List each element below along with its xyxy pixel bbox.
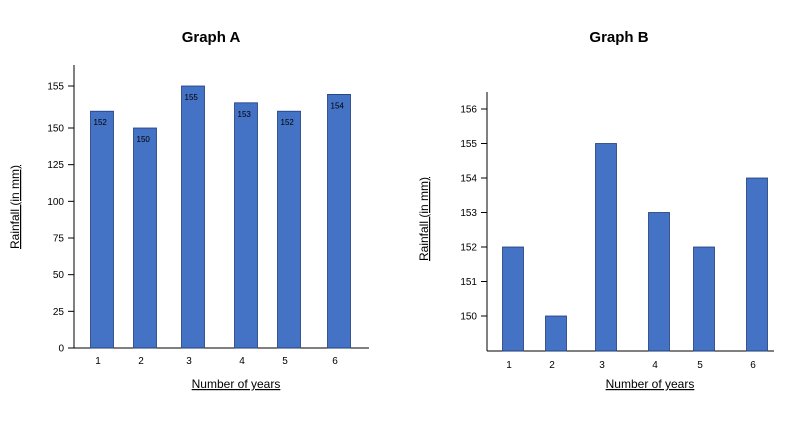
- graph-a-data-label: 155: [185, 93, 199, 102]
- graph-a-x-ticks: 1 2 3 4 5 6: [95, 356, 338, 367]
- graph-a-bars: 152 150 155 153 152 154: [90, 85, 351, 349]
- graph-a-bar: [234, 102, 258, 349]
- graph-a-data-label: 152: [94, 118, 108, 127]
- graph-a-y-tick-label: 125: [47, 160, 64, 171]
- graph-a-bar: [181, 85, 205, 349]
- graph-b-bar: [693, 246, 715, 352]
- graph-a-data-label: 152: [281, 118, 295, 127]
- graph-b-x-tick-label: 2: [549, 360, 555, 371]
- graph-b-bar: [545, 315, 567, 352]
- graph-b-x-tick-label: 6: [750, 360, 756, 371]
- graph-b-x-tick-label: 4: [652, 360, 658, 371]
- graph-b-y-tick-label: 150: [460, 312, 477, 323]
- graph-a-y-ticks: 0 25 50 75 100 125 150 155: [47, 82, 74, 355]
- graph-a-data-label: 153: [238, 110, 252, 119]
- graph-b-y-label: Rainfall (in mm): [417, 177, 431, 261]
- graph-b-y-tick-label: 151: [460, 277, 477, 288]
- graph-a-x-label: Number of years: [192, 377, 281, 391]
- graph-b-x-tick-label: 1: [506, 360, 512, 371]
- graph-a-x-tick-label: 1: [95, 356, 101, 367]
- graph-b-y-tick-label: 152: [460, 243, 477, 254]
- graph-b-x-label: Number of years: [606, 377, 695, 391]
- graph-a-x-tick-label: 5: [282, 356, 288, 367]
- graph-b-title: Graph B: [589, 29, 648, 46]
- graph-a-y-label: Rainfall (in mm): [8, 165, 22, 249]
- graph-a-bar: [133, 127, 157, 349]
- graph-b-x-tick-label: 3: [599, 360, 605, 371]
- graph-a-bar: [327, 94, 351, 349]
- graph-a-y-tick-label: 155: [47, 82, 64, 93]
- graph-b-x-ticks: 1 2 3 4 5 6: [506, 360, 756, 371]
- graph-b-y-ticks: 150 151 152 153 154 155 156: [460, 105, 487, 323]
- graph-b-bar: [746, 177, 768, 352]
- graph-b-y-tick-label: 153: [460, 208, 477, 219]
- graph-a-bar: [277, 110, 301, 349]
- graph-b-y-tick-label: 156: [460, 105, 477, 116]
- graph-b-bar: [648, 212, 670, 352]
- graph-b-bar: [595, 143, 617, 352]
- graph-a-x-tick-label: 4: [239, 356, 245, 367]
- graph-b-y-tick-label: 154: [460, 174, 477, 185]
- graph-a-x-tick-label: 2: [138, 356, 144, 367]
- graph-b-x-tick-label: 5: [697, 360, 703, 371]
- graph-b-y-tick-label: 155: [460, 139, 477, 150]
- graph-a-bar: [90, 110, 114, 349]
- graph-a-data-label: 150: [137, 135, 151, 144]
- graph-b: Graph B 150 151 152 153 154 155 156 1 2 3 4 5 6 Num…: [417, 29, 774, 391]
- graph-a-y-tick-label: 100: [47, 197, 64, 208]
- graph-a-y-tick-label: 25: [53, 307, 65, 318]
- graph-a-y-tick-label: 50: [53, 270, 65, 281]
- graph-b-bar: [502, 246, 524, 352]
- graph-a-title: Graph A: [182, 29, 241, 46]
- graph-a-x-tick-label: 6: [332, 356, 338, 367]
- graph-a-y-tick-label: 0: [58, 344, 64, 355]
- graph-a-x-tick-label: 3: [186, 356, 192, 367]
- graph-a-y-tick-label: 75: [53, 234, 65, 245]
- graph-a-data-label: 154: [331, 101, 345, 110]
- graph-b-bars: [502, 143, 768, 352]
- graph-a-y-tick-label: 150: [47, 124, 64, 135]
